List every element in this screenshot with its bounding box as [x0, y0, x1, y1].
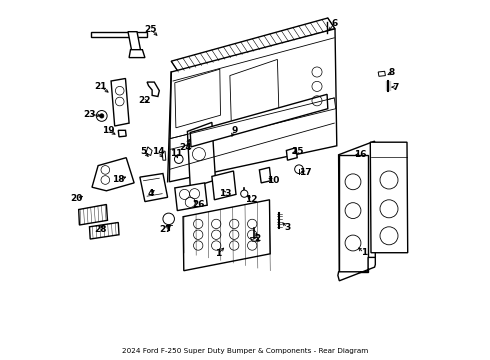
Circle shape: [174, 155, 183, 163]
Circle shape: [294, 165, 303, 174]
Text: 3: 3: [284, 223, 291, 232]
Text: 28: 28: [94, 225, 106, 234]
Text: 10: 10: [267, 176, 279, 185]
Text: 9: 9: [231, 126, 237, 135]
Polygon shape: [190, 94, 328, 147]
Text: 1: 1: [215, 249, 221, 258]
Text: 25: 25: [145, 25, 157, 34]
Polygon shape: [79, 204, 107, 225]
Polygon shape: [286, 148, 297, 160]
Text: 20: 20: [71, 194, 83, 203]
Polygon shape: [90, 222, 119, 239]
Polygon shape: [147, 82, 159, 96]
Polygon shape: [339, 155, 368, 272]
Polygon shape: [212, 171, 236, 200]
Circle shape: [99, 114, 104, 118]
Polygon shape: [187, 122, 216, 188]
Text: 14: 14: [151, 148, 164, 156]
Polygon shape: [171, 18, 335, 72]
Polygon shape: [91, 32, 147, 37]
Text: 24: 24: [179, 143, 192, 152]
Text: 21: 21: [94, 82, 106, 91]
Polygon shape: [183, 200, 270, 271]
Text: 23: 23: [83, 110, 96, 119]
Text: 1: 1: [361, 248, 367, 257]
Polygon shape: [146, 147, 152, 156]
Text: 8: 8: [389, 68, 395, 77]
Polygon shape: [378, 71, 386, 76]
Text: 13: 13: [219, 189, 231, 198]
Polygon shape: [259, 167, 271, 183]
Polygon shape: [140, 174, 168, 202]
Polygon shape: [118, 130, 126, 137]
Text: 17: 17: [299, 168, 312, 177]
Polygon shape: [175, 69, 220, 128]
Polygon shape: [250, 238, 259, 241]
Text: 7: 7: [392, 83, 399, 91]
Polygon shape: [175, 183, 207, 211]
Polygon shape: [170, 29, 337, 182]
Polygon shape: [144, 178, 162, 196]
Polygon shape: [230, 59, 279, 124]
Polygon shape: [129, 50, 145, 58]
Polygon shape: [128, 32, 141, 50]
Text: 16: 16: [354, 150, 367, 158]
Text: 11: 11: [170, 149, 182, 158]
Text: 12: 12: [245, 195, 258, 204]
Text: 18: 18: [112, 175, 124, 184]
Text: 6: 6: [331, 19, 338, 28]
Polygon shape: [111, 78, 129, 126]
Polygon shape: [339, 141, 375, 272]
Text: 4: 4: [147, 189, 154, 198]
Circle shape: [163, 213, 174, 225]
Circle shape: [241, 190, 248, 197]
Text: 5: 5: [140, 147, 147, 156]
Text: 22: 22: [138, 96, 150, 105]
Circle shape: [97, 111, 107, 121]
Polygon shape: [92, 158, 134, 191]
Text: 2: 2: [254, 234, 261, 243]
Text: 19: 19: [102, 126, 115, 135]
Polygon shape: [170, 98, 336, 149]
Text: 26: 26: [192, 200, 204, 209]
Text: 15: 15: [291, 148, 303, 156]
Text: 2024 Ford F-250 Super Duty Bumper & Components - Rear Diagram: 2024 Ford F-250 Super Duty Bumper & Comp…: [122, 347, 368, 354]
Text: 27: 27: [159, 225, 171, 234]
Polygon shape: [370, 142, 408, 253]
Polygon shape: [162, 151, 166, 160]
Polygon shape: [338, 257, 375, 281]
